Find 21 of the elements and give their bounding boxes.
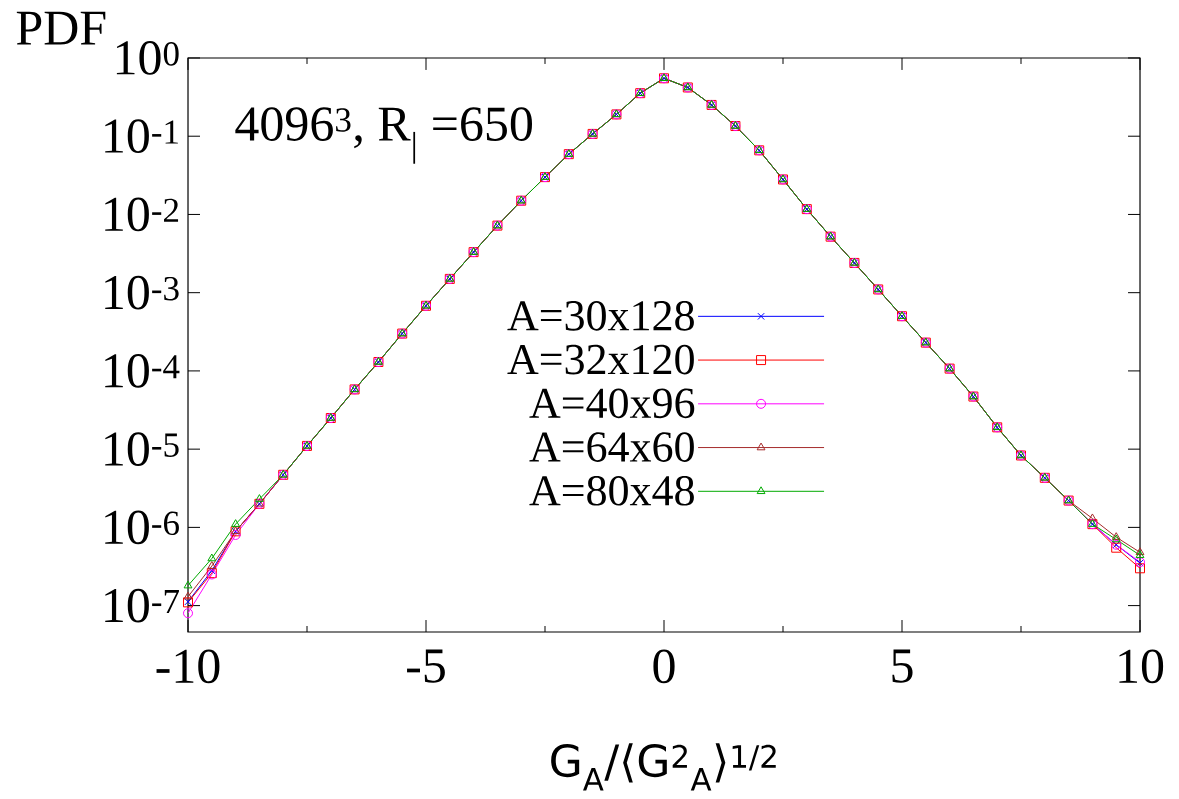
x-tick-label: 5 <box>892 649 913 683</box>
x-tick-label: 0 <box>653 649 675 684</box>
y-tick-label: 10$^{-3}$ <box>105 275 179 310</box>
x-axis-title: G$_{A}$/⟨G$^{2}$$_{A}$⟩$^{1/2}$ <box>551 743 776 791</box>
x-tick-label: -10 <box>156 649 220 684</box>
y-tick-label: 10$^{-4}$ <box>105 354 180 388</box>
x-tick-label: 10 <box>1119 649 1164 684</box>
y-tick-label: 10$^{-7}$ <box>105 588 179 623</box>
y-tick-label: 10$^{-6}$ <box>105 510 179 545</box>
legend-label: A=30x128 <box>507 300 694 331</box>
legend-label: A=32x120 <box>507 344 694 375</box>
y-tick-label: 10$^{-5}$ <box>105 432 179 467</box>
y-tick-label: 10$^{-2}$ <box>105 197 179 232</box>
y-axis-title: PDF <box>16 11 106 45</box>
y-tick-label: 10$^{-1}$ <box>105 119 178 154</box>
legend-label: A=64x60 <box>529 432 694 462</box>
legend-label: A=80x48 <box>529 475 694 506</box>
legend-label: A=40x96 <box>529 388 695 419</box>
x-tick-label: -5 <box>407 649 445 683</box>
annotation: 4096$^{3}$, R$_{|}$ =650 <box>235 107 533 164</box>
y-tick-label: 10$^{0}$ <box>116 41 179 75</box>
